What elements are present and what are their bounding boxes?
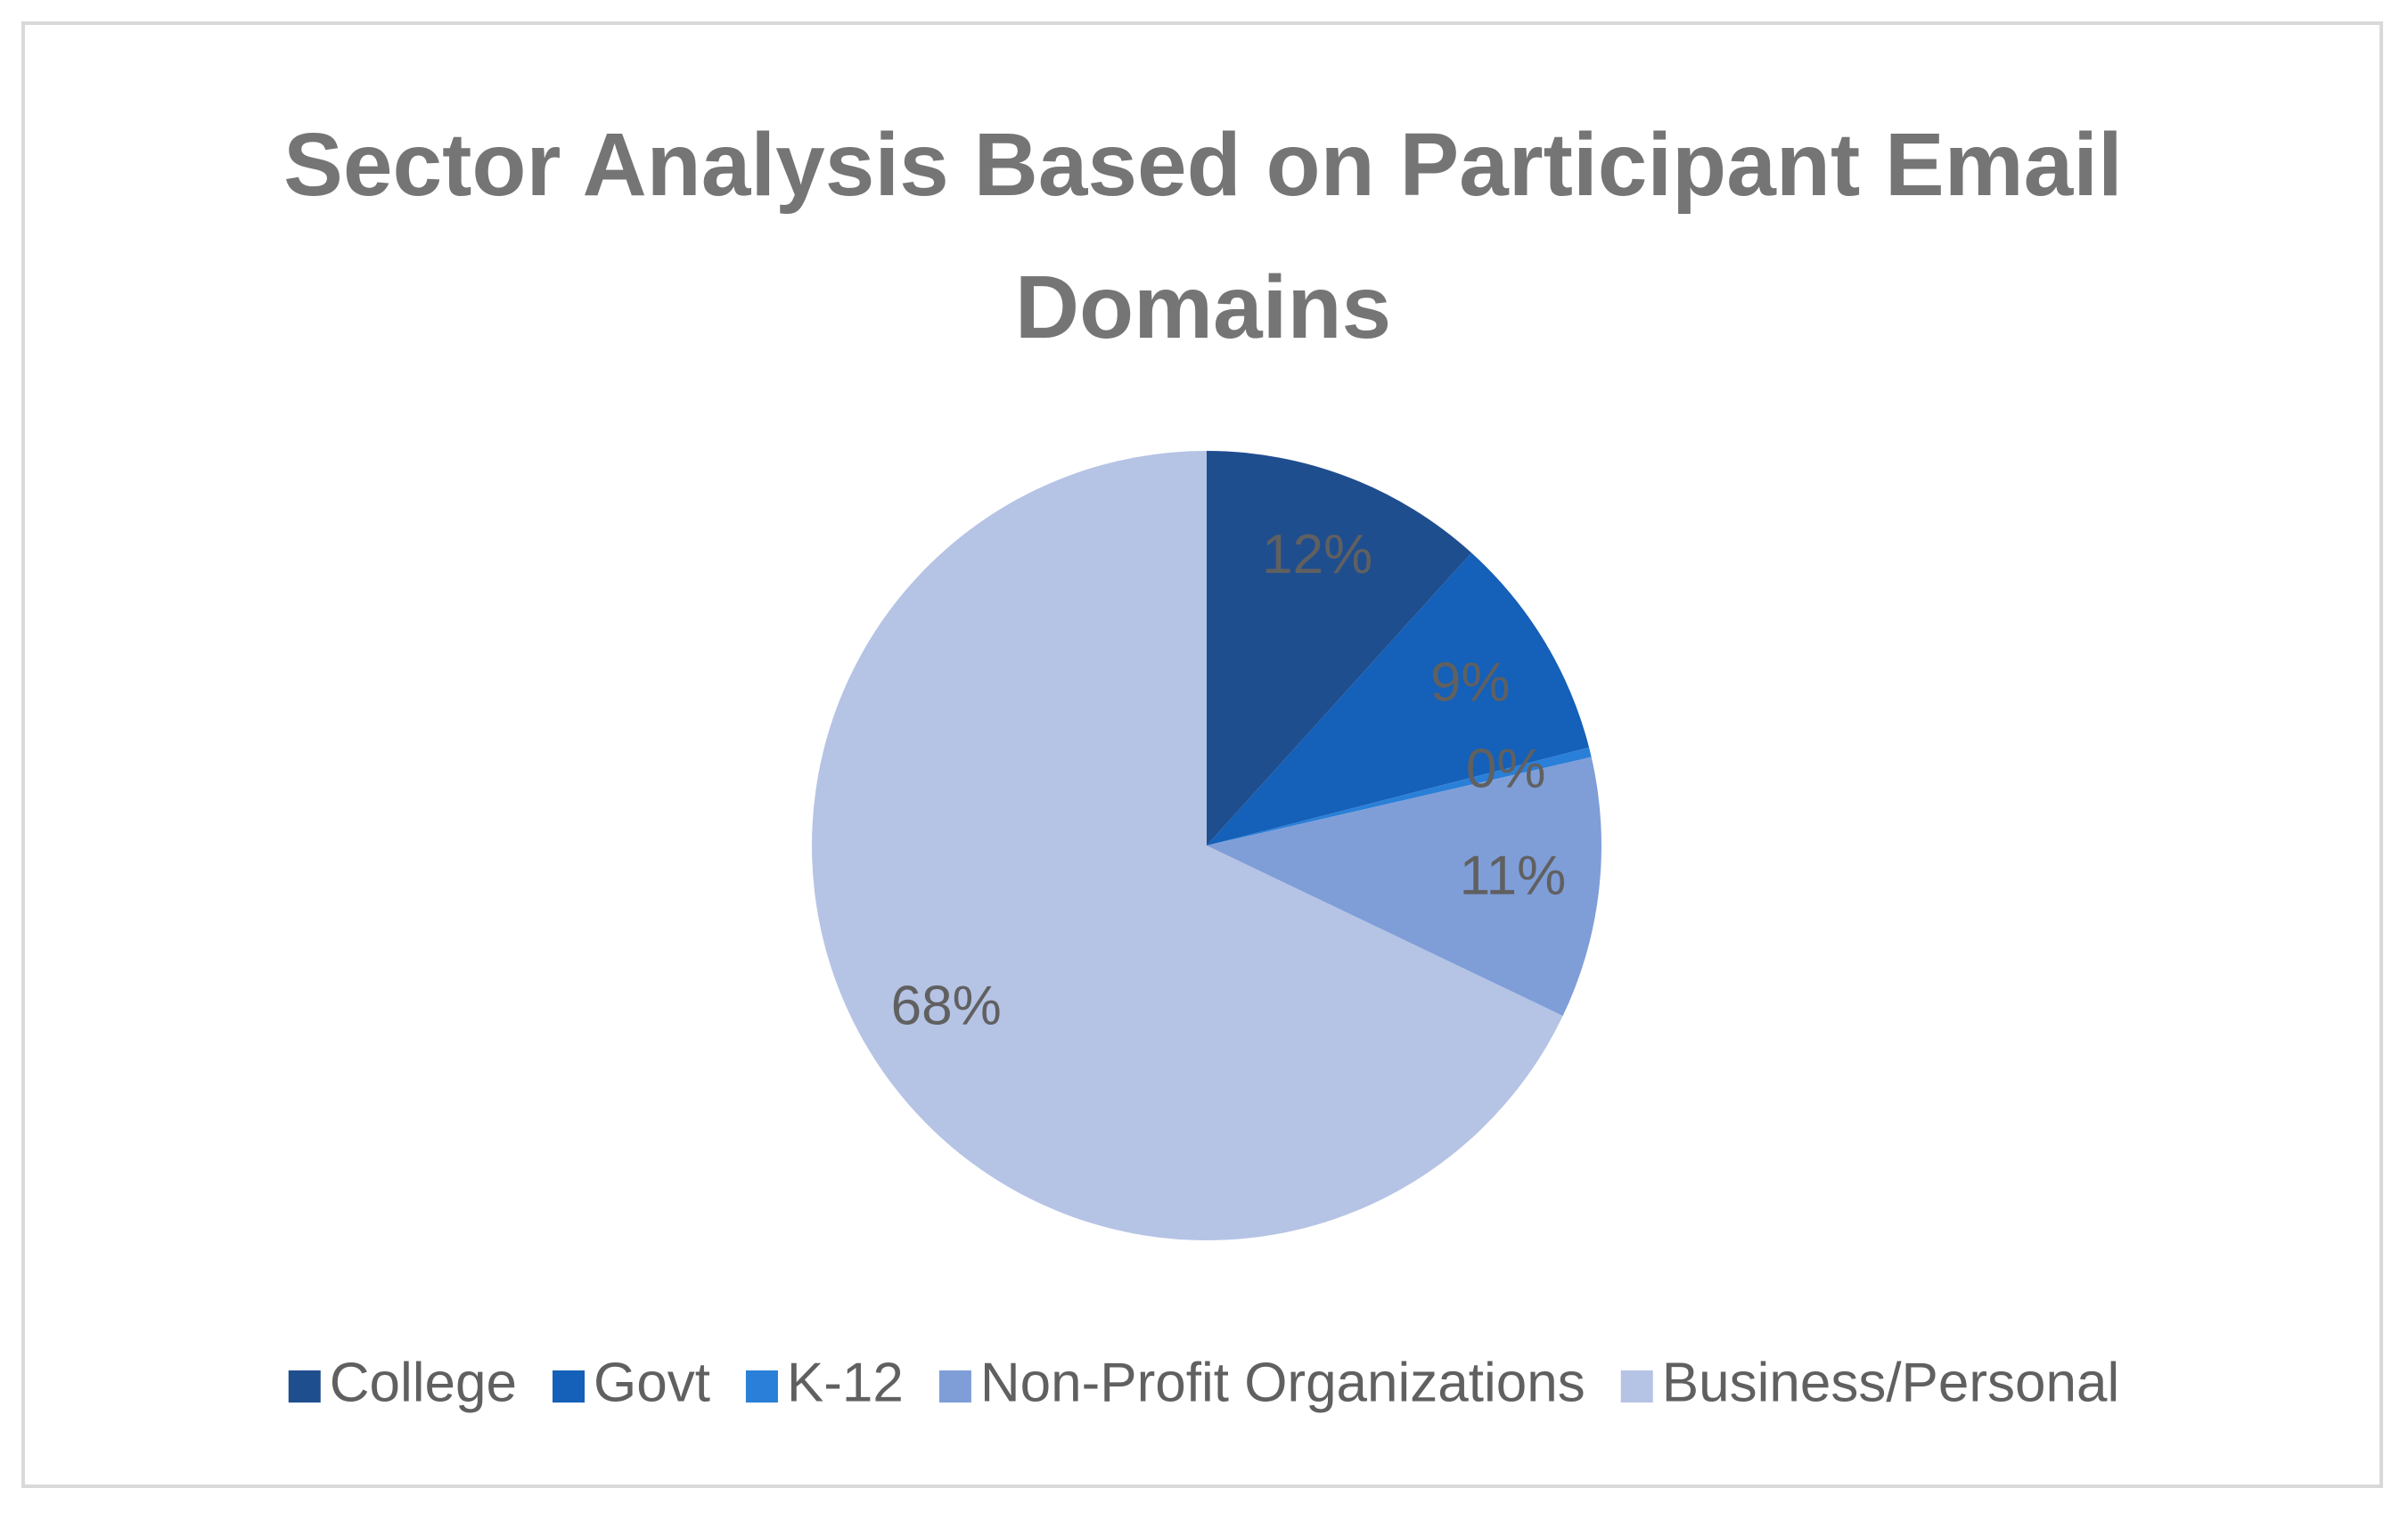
data-label: 0% [1466, 739, 1546, 800]
legend-label: K-12 [787, 1352, 904, 1413]
data-label: 11% [1460, 845, 1567, 906]
legend-label: College [330, 1352, 517, 1413]
legend-swatch [288, 1370, 321, 1403]
data-label: 9% [1430, 652, 1511, 714]
legend-label: Govt [594, 1352, 710, 1413]
pie-slice [1207, 756, 1602, 1017]
legend-label: Business/Personal [1662, 1352, 2120, 1413]
pie-slice [812, 451, 1563, 1240]
chart-frame [21, 21, 2383, 1488]
legend-swatch [552, 1370, 585, 1403]
chart-title: Sector Analysis Based on Participant Ema… [283, 115, 2123, 357]
legend-swatch [938, 1370, 971, 1403]
pie-slice [1207, 552, 1590, 846]
data-label: 68% [891, 976, 1002, 1037]
data-label: 12% [1262, 524, 1372, 585]
pie-slice [1207, 747, 1592, 846]
legend-label: Non-Profit Organizations [980, 1352, 1585, 1413]
legend-swatch [1620, 1370, 1653, 1403]
legend-swatch [745, 1370, 778, 1403]
pie-slice [1207, 451, 1472, 846]
